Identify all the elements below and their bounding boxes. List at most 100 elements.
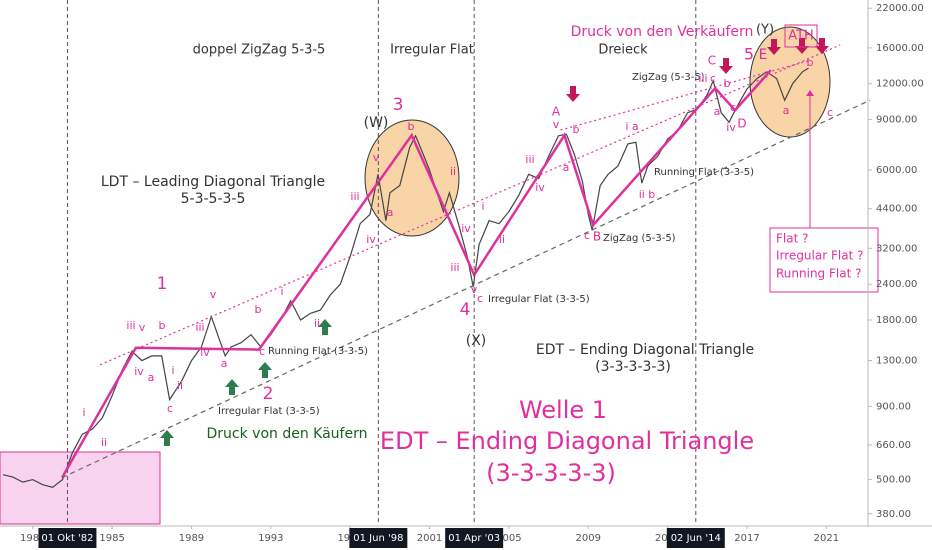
- annotation: i: [481, 200, 484, 213]
- annotation: ii b: [639, 188, 656, 201]
- annotation: ii: [450, 165, 456, 178]
- annotation: 5: [744, 45, 754, 64]
- annotation: b: [724, 77, 731, 90]
- annotation: iii: [350, 190, 359, 203]
- annotation: c: [477, 292, 483, 305]
- annotation: 1: [157, 274, 168, 294]
- series-line: [99, 44, 841, 366]
- annotation: Irregular Flat (3-3-5): [218, 406, 320, 417]
- annotation: iii: [126, 319, 135, 332]
- annotation: c: [730, 101, 736, 114]
- annotation: iii: [450, 261, 459, 274]
- date-marker-box: [666, 528, 725, 548]
- y-tick-label: 1300.00: [876, 356, 917, 367]
- down-arrow: [719, 58, 733, 74]
- annotation: Druck von den Käufern: [207, 426, 368, 442]
- annotation: (3-3-3-3-3): [486, 459, 616, 487]
- y-tick-label: 380.00: [876, 509, 911, 520]
- annotation: i a: [625, 120, 638, 133]
- annotation: ZigZag (5-3-5): [632, 72, 705, 83]
- annotation: 4: [460, 300, 471, 320]
- up-arrow: [160, 430, 174, 446]
- y-tick-label: 22000.00: [876, 3, 924, 14]
- ath-box: [784, 24, 818, 48]
- annotation: ii: [499, 233, 505, 246]
- annotation: ZigZag (5-3-5): [603, 233, 676, 244]
- annotation: Running Flat ?: [776, 267, 861, 281]
- annotation: a: [221, 357, 228, 370]
- annotation: (3-3-3-3-3): [595, 359, 671, 375]
- annotation: iv: [200, 346, 210, 359]
- date-marker-label: 01 Okt '82: [41, 533, 93, 544]
- annotation: C: [708, 54, 716, 68]
- x-tick-label: 2005: [496, 533, 521, 544]
- annotation: c: [167, 402, 173, 415]
- annotation: c: [710, 72, 716, 85]
- annotation: v: [471, 283, 478, 296]
- series-line: [560, 59, 811, 131]
- x-tick-label: 2021: [814, 533, 839, 544]
- date-marker-label: 02 Jun '14: [671, 533, 721, 544]
- date-marker-label: 01 Apr '03: [448, 533, 500, 544]
- annotation: a: [563, 161, 570, 174]
- range-box: [0, 451, 161, 525]
- annotation: (X): [466, 333, 487, 349]
- annotation: b: [408, 120, 415, 133]
- highlight-circle: [749, 26, 831, 138]
- annotation: ii: [101, 436, 107, 449]
- annotation: a: [387, 206, 394, 219]
- annotation: Irregular Flat (3-3-5): [488, 294, 590, 305]
- annotation: (Y): [756, 23, 774, 38]
- annotation: 3: [393, 95, 404, 115]
- annotation: 2: [263, 384, 274, 404]
- annotation: c: [259, 345, 265, 358]
- y-tick-label: 900.00: [876, 401, 911, 412]
- x-tick-label: 1981: [20, 533, 45, 544]
- axes: 22000.0016000.0012000.009000.006000.0044…: [20, 3, 924, 548]
- annotation: 5-3-5-3-5: [181, 191, 246, 207]
- annotation: iv: [726, 121, 736, 134]
- up-arrow: [225, 379, 239, 395]
- annotation: v: [210, 288, 217, 301]
- annotation: Running Flat (3-3-5): [268, 346, 368, 357]
- annotation: c: [584, 229, 590, 242]
- x-tick-label: 2009: [576, 533, 601, 544]
- date-marker-box: [445, 528, 504, 548]
- date-marker-label: 01 Jun '98: [353, 533, 403, 544]
- y-tick-label: 3200.00: [876, 243, 917, 254]
- x-tick-label: 1989: [179, 533, 204, 544]
- annotation: iv: [366, 233, 376, 246]
- annotation: Welle 1: [519, 396, 607, 424]
- annotation: b: [255, 303, 262, 316]
- annotation: E: [759, 47, 768, 63]
- up-arrow: [258, 362, 272, 378]
- annotation: (W): [364, 115, 389, 131]
- down-arrow: [566, 86, 580, 102]
- plot-area: [2, 0, 871, 524]
- annotation: iii: [195, 321, 204, 334]
- annotation: i: [280, 285, 283, 298]
- annotation: a: [714, 105, 721, 118]
- note-box: [769, 227, 879, 293]
- annotation: i: [171, 364, 174, 377]
- annotation: B: [593, 230, 601, 244]
- annotation: iv: [134, 365, 144, 378]
- annotation: ii: [314, 317, 320, 330]
- annotation: D: [737, 117, 746, 131]
- annotation: Dreieck: [598, 43, 648, 58]
- annotation: Druck von den Verkäufern: [571, 24, 754, 40]
- annotation: iii: [698, 72, 707, 85]
- x-tick-label: 2017: [734, 533, 759, 544]
- x-tick-label: 1985: [99, 533, 124, 544]
- annotation: iii: [525, 153, 534, 166]
- y-tick-label: 9000.00: [876, 115, 917, 126]
- series-line: [61, 69, 772, 479]
- annotation: v: [139, 321, 146, 334]
- annotation: a: [783, 104, 790, 117]
- series-line: [61, 99, 871, 479]
- annotations: doppel ZigZag 5-3-5 Irregular Flat Dreieck…: [82, 23, 863, 488]
- y-tick-label: 4400.00: [876, 204, 917, 215]
- y-tick-label: 1800.00: [876, 315, 917, 326]
- date-marker-box: [349, 528, 408, 548]
- annotation: a: [148, 371, 155, 384]
